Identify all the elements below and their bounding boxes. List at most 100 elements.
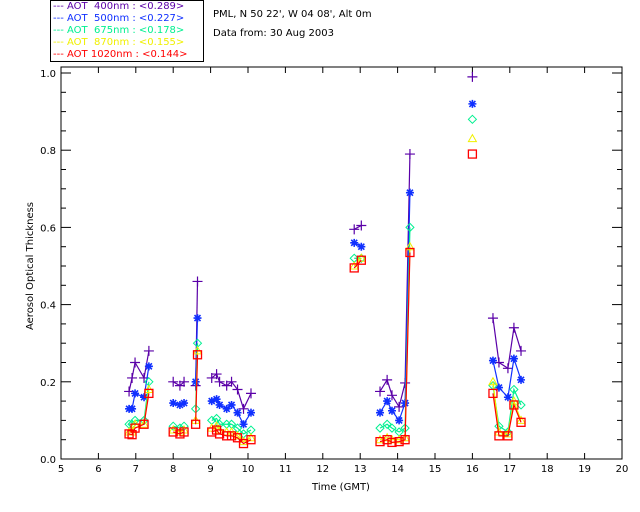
- data-point-square: [124, 429, 134, 439]
- data-point-square: [168, 427, 178, 437]
- data-point-square: [144, 388, 154, 399]
- legend: --- AOT 400nm : <0.289> --- AOT 500nm : …: [50, 0, 204, 62]
- data-point-asterisk: [405, 188, 414, 197]
- data-point-square: [356, 255, 366, 265]
- data-point-asterisk: [128, 404, 137, 413]
- data-point-asterisk: [175, 400, 184, 409]
- data-point-diamond: [356, 253, 367, 263]
- x-tick-label: 13: [354, 464, 367, 475]
- legend-label: AOT 675nm : <0.178>: [67, 25, 185, 36]
- data-point-asterisk: [509, 354, 518, 363]
- x-tick-label: 17: [503, 464, 516, 475]
- data-point-plus: [467, 71, 478, 82]
- data-point-plus: [168, 376, 179, 387]
- legend-item-870: --- AOT 870nm : <0.155>: [53, 37, 185, 48]
- series-line-4: [492, 393, 522, 437]
- data-point-triangle: [375, 434, 385, 444]
- data-point-square: [232, 433, 243, 443]
- y-tick-label: 0.4: [40, 301, 56, 312]
- data-point-square: [192, 350, 203, 360]
- data-point-plus: [502, 363, 513, 374]
- data-point-triangle: [139, 419, 149, 428]
- y-tick-label: 1.0: [40, 69, 56, 80]
- data-point-plus: [375, 386, 386, 397]
- data-point-asterisk: [357, 242, 366, 251]
- data-point-square: [246, 435, 256, 445]
- data-point-plus: [508, 322, 519, 333]
- legend-item-400: --- AOT 400nm : <0.289>: [53, 1, 185, 12]
- data-point-plus: [232, 384, 243, 395]
- data-point-diamond: [387, 423, 397, 433]
- data-point-asterisk: [207, 397, 216, 406]
- data-point-square: [494, 431, 504, 441]
- series-line-1: [195, 318, 199, 382]
- series-line-1: [379, 192, 411, 422]
- data-point-square: [375, 436, 385, 447]
- x-tick-label: 14: [391, 464, 404, 475]
- data-point-plus: [349, 224, 360, 235]
- data-point-asterisk: [376, 408, 385, 417]
- data-point-asterisk: [387, 406, 396, 415]
- data-point-square: [394, 436, 404, 447]
- data-point-asterisk: [350, 238, 359, 247]
- series-line-4: [195, 354, 199, 425]
- data-point-plus: [386, 390, 397, 401]
- data-point-square: [503, 431, 513, 441]
- location-text: PML, N 50 22', W 04 08', Alt 0m: [213, 9, 372, 20]
- data-point-plus: [382, 374, 393, 385]
- data-point-asterisk: [239, 420, 248, 429]
- data-point-triangle: [382, 432, 392, 442]
- data-point-plus: [179, 376, 190, 387]
- data-point-square: [222, 431, 232, 441]
- data-point-plus: [226, 376, 237, 387]
- data-point-asterisk: [468, 99, 477, 108]
- data-point-square: [382, 435, 392, 445]
- data-point-triangle: [168, 425, 179, 434]
- data-point-plus: [356, 220, 367, 231]
- x-tick-label: 7: [133, 464, 139, 475]
- data-point-square: [387, 437, 397, 448]
- y-tick-label: 0.2: [40, 378, 56, 389]
- data-point-triangle: [467, 133, 478, 143]
- data-point-plus: [245, 388, 256, 399]
- data-point-square: [179, 427, 189, 437]
- legend-label: AOT 500nm : <0.227>: [67, 13, 185, 24]
- data-point-asterisk: [517, 375, 526, 384]
- data-point-square: [400, 435, 410, 445]
- date-text: Data from: 30 Aug 2003: [213, 28, 334, 39]
- x-tick-label: 20: [616, 464, 629, 475]
- data-point-diamond: [375, 423, 385, 433]
- legend-label: AOT 400nm : <0.289>: [67, 1, 185, 12]
- data-point-square: [190, 419, 201, 429]
- data-point-plus: [487, 313, 498, 324]
- data-point-triangle: [488, 376, 498, 386]
- series-line-4: [128, 393, 150, 436]
- data-point-triangle: [405, 241, 415, 251]
- data-point-asterisk: [222, 404, 231, 413]
- series-line-0: [353, 224, 362, 230]
- data-point-asterisk: [131, 389, 140, 398]
- x-tick-label: 15: [429, 464, 442, 475]
- data-point-asterisk: [191, 377, 200, 386]
- x-tick-label: 12: [316, 464, 329, 475]
- data-point-asterisk: [140, 393, 149, 402]
- data-point-asterisk: [193, 314, 202, 323]
- data-point-plus: [192, 276, 203, 287]
- data-point-plus: [404, 149, 415, 160]
- x-tick-label: 9: [207, 464, 213, 475]
- data-point-square: [127, 430, 137, 440]
- data-point-asterisk: [503, 393, 512, 402]
- legend-item-500: --- AOT 500nm : <0.227>: [53, 13, 185, 24]
- plot-frame: [60, 66, 623, 460]
- site-info: PML, N 50 22', W 04 08', Alt 0m Data fro…: [213, 5, 372, 43]
- data-point-asterisk: [401, 399, 410, 408]
- x-tick-label: 6: [95, 464, 101, 475]
- data-point-diamond: [467, 114, 478, 125]
- series-line-4: [173, 431, 185, 435]
- x-tick-label: 18: [541, 464, 554, 475]
- data-point-plus: [214, 376, 225, 387]
- data-point-triangle: [356, 253, 367, 262]
- x-tick-label: 5: [58, 464, 64, 475]
- data-point-diamond: [509, 384, 519, 395]
